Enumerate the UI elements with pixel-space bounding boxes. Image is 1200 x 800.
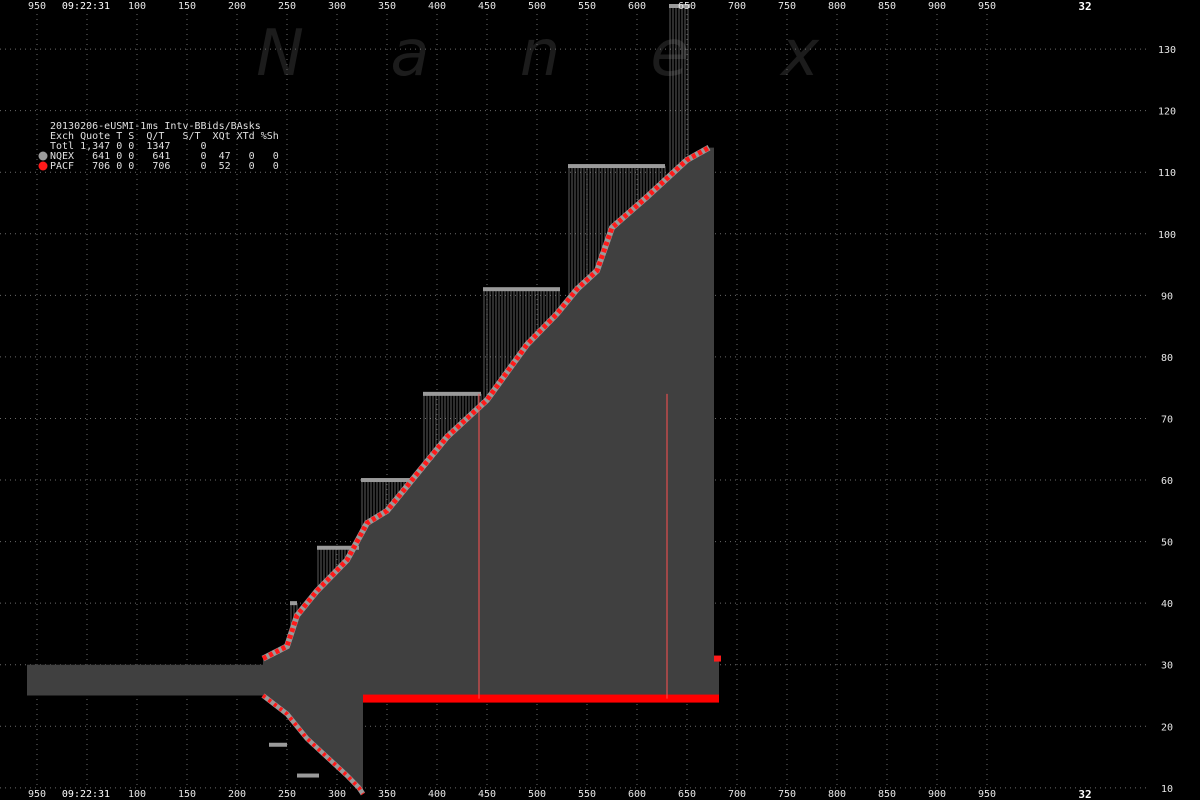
- x-tick-label-bottom: 250: [278, 789, 296, 800]
- x-tick-label-top: 400: [428, 1, 446, 12]
- y-tick-label: 50: [1161, 538, 1173, 549]
- x-tick-label-bottom: 700: [728, 789, 746, 800]
- x-tick-label-bottom: 650: [678, 789, 696, 800]
- x-tick-label-top: 100: [128, 1, 146, 12]
- pacf-bid-line: [261, 693, 365, 796]
- x-tick-label-top: 500: [528, 1, 546, 12]
- x-tick-label-bottom: 200: [228, 789, 246, 800]
- y-tick-label: 10: [1161, 784, 1173, 795]
- y-tick-label: 40: [1161, 599, 1173, 610]
- nqex-ask-step: [361, 478, 414, 483]
- x-tick-label-top: 550: [578, 1, 596, 12]
- chart-title: 20130206-eUSMI-1ms Intv-BBids/BAsks: [50, 121, 261, 132]
- x-tick-label-top: 800: [828, 1, 846, 12]
- corner-label-top: 32: [1078, 0, 1091, 13]
- pacf-ask-line: [261, 145, 711, 661]
- x-tick-label-bottom: 150: [178, 789, 196, 800]
- nqex-ask-step: [568, 164, 665, 169]
- legend: 20130206-eUSMI-1ms Intv-BBids/BAsks Exch…: [38, 121, 279, 172]
- watermark-letter: N: [256, 17, 304, 91]
- x-tick-label-bottom: 950: [978, 789, 996, 800]
- x-tick-label-bottom: 500: [528, 789, 546, 800]
- x-tick-label-bottom: 350: [378, 789, 396, 800]
- top-x-axis: 09:22:31 32 950 100 150 200 250 300 350 400 450 5…: [28, 0, 1092, 13]
- spread-area: [263, 147, 719, 794]
- nqex-ask-step: [669, 4, 690, 8]
- y-tick-label: 90: [1161, 291, 1173, 302]
- y-tick-label: 60: [1161, 476, 1173, 487]
- legend-dot-nqex: [38, 151, 48, 161]
- watermark-letter: x: [779, 17, 820, 91]
- x-tick-label-bottom: 400: [428, 789, 446, 800]
- nqex-bid-step: [269, 742, 287, 747]
- y-tick-label: 130: [1158, 45, 1176, 56]
- x-tick-label-bottom: 850: [878, 789, 896, 800]
- x-tick-label-top: 600: [628, 1, 646, 12]
- y-tick-label: 70: [1161, 414, 1173, 425]
- y-tick-label: 110: [1158, 168, 1176, 179]
- x-tick-label-top: 650: [678, 1, 696, 12]
- legend-header: Exch Quote T S Q/T S/T XQt XTd %Sh: [50, 131, 279, 142]
- y-axis: 10 20 30 40 50 60 70 80 90 100 110 120 130: [1158, 45, 1176, 795]
- x-tick-label-top: 450: [478, 1, 496, 12]
- x-tick-label-bottom: 450: [478, 789, 496, 800]
- x-tick-label-top: 150: [178, 1, 196, 12]
- pre-open-band: [27, 664, 263, 696]
- timestamp-top: 09:22:31: [62, 1, 110, 12]
- x-tick-label-top: 350: [378, 1, 396, 12]
- x-tick-label-bottom: 300: [328, 789, 346, 800]
- x-tick-label-top: 250: [278, 1, 296, 12]
- quote-area: [27, 147, 719, 794]
- nqex-ask-step: [483, 287, 560, 292]
- nqex-ask-step: [317, 545, 359, 550]
- y-tick-label: 120: [1158, 107, 1176, 118]
- x-tick-label-top: 950: [28, 1, 46, 12]
- x-tick-label-bottom: 550: [578, 789, 596, 800]
- x-tick-label-top: 900: [928, 1, 946, 12]
- corner-label-bottom: 32: [1078, 788, 1091, 800]
- x-tick-label-bottom: 800: [828, 789, 846, 800]
- x-tick-label-bottom: 900: [928, 789, 946, 800]
- legend-row-pacf: PACF 706 0 0 706 0 52 0 0: [50, 161, 279, 172]
- x-tick-label-top: 200: [228, 1, 246, 12]
- x-tick-label-top: 300: [328, 1, 346, 12]
- x-tick-label-bottom: 750: [778, 789, 796, 800]
- x-tick-label-top: 850: [878, 1, 896, 12]
- legend-total-row: Totl 1,347 0 0 1347 0: [50, 141, 207, 152]
- nqex-ask-step: [423, 391, 481, 396]
- nqex-bid-step: [297, 773, 319, 778]
- x-tick-label-bottom: 600: [628, 789, 646, 800]
- timestamp-bottom: 09:22:31: [62, 789, 110, 800]
- legend-dot-pacf: [38, 161, 48, 171]
- x-tick-label-bottom: 100: [128, 789, 146, 800]
- y-tick-label: 20: [1161, 722, 1173, 733]
- nqex-ask-step: [290, 601, 297, 606]
- y-tick-label: 80: [1161, 353, 1173, 364]
- x-tick-label-bottom: 950: [28, 789, 46, 800]
- bottom-x-axis: 09:22:31 32 950 100 150 200 250 300 350 400 450 5…: [28, 788, 1092, 800]
- x-tick-label-top: 750: [778, 1, 796, 12]
- y-tick-label: 30: [1161, 661, 1173, 672]
- watermark-letter: n: [520, 17, 561, 91]
- watermark-letter: a: [390, 17, 429, 91]
- pacf-bid-bar: [363, 694, 719, 703]
- y-tick-label: 100: [1158, 230, 1176, 241]
- x-tick-label-top: 700: [728, 1, 746, 12]
- x-tick-label-top: 950: [978, 1, 996, 12]
- pacf-tail-mark: [714, 655, 721, 662]
- legend-row-nqex: NQEX 641 0 0 641 0 47 0 0: [50, 151, 279, 162]
- series-marks: [261, 4, 721, 796]
